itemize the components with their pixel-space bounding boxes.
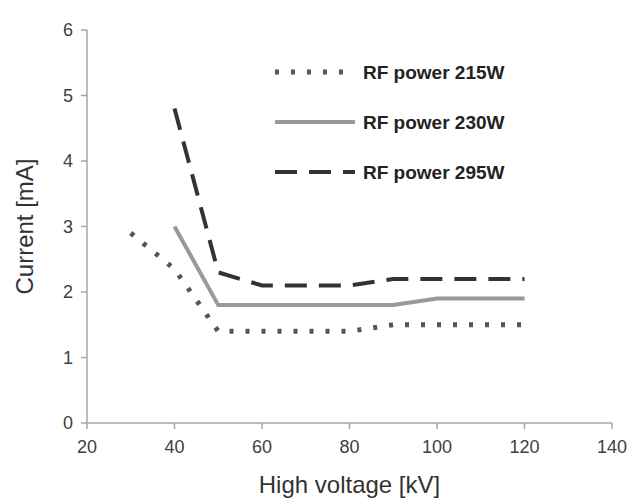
x-tick-label: 60 <box>252 437 272 457</box>
x-tick-label: 40 <box>164 437 184 457</box>
legend-label: RF power 295W <box>363 162 505 183</box>
y-tick-label: 2 <box>63 282 73 302</box>
y-tick <box>81 160 87 162</box>
x-tick-label: 140 <box>597 437 627 457</box>
legend-swatch <box>275 170 355 174</box>
x-tick-label: 20 <box>77 437 97 457</box>
y-tick <box>81 291 87 293</box>
y-axis-label: Current [mA] <box>11 158 38 294</box>
y-tick-label: 1 <box>63 348 73 368</box>
x-tick <box>349 423 351 429</box>
x-tick <box>524 423 526 429</box>
chart-svg: 20 40 60 80 100 120 140 0 1 2 3 4 5 6 High voltage [kV… <box>0 0 644 501</box>
x-tick <box>261 423 263 429</box>
x-tick-label: 100 <box>422 437 452 457</box>
y-tick <box>81 95 87 97</box>
series-line <box>175 109 525 286</box>
y-tick-label: 6 <box>63 20 73 40</box>
y-tick-label: 5 <box>63 86 73 106</box>
x-tick <box>86 423 88 429</box>
y-tick <box>81 357 87 359</box>
series-line <box>175 227 525 306</box>
legend-swatch <box>275 120 355 124</box>
y-tick-label: 0 <box>63 413 73 433</box>
legend-label: RF power 215W <box>363 62 505 83</box>
x-tick <box>174 423 176 429</box>
y-tick <box>81 29 87 31</box>
chart-root: 20 40 60 80 100 120 140 0 1 2 3 4 5 6 High voltage [kV… <box>0 0 644 501</box>
legend-swatch <box>275 70 355 75</box>
x-tick <box>436 423 438 429</box>
y-tick-label: 3 <box>63 217 73 237</box>
plot-area <box>131 109 525 332</box>
series-line <box>131 233 525 331</box>
x-axis-label: High voltage [kV] <box>259 471 440 498</box>
x-tick-label: 120 <box>509 437 539 457</box>
x-tick-label: 80 <box>339 437 359 457</box>
x-tick <box>611 423 613 429</box>
legend-label: RF power 230W <box>363 112 505 133</box>
y-tick <box>81 422 87 424</box>
y-tick <box>81 226 87 228</box>
legend: RF power 215W RF power 230W RF power 295W <box>275 62 505 183</box>
y-tick-label: 4 <box>63 151 73 171</box>
